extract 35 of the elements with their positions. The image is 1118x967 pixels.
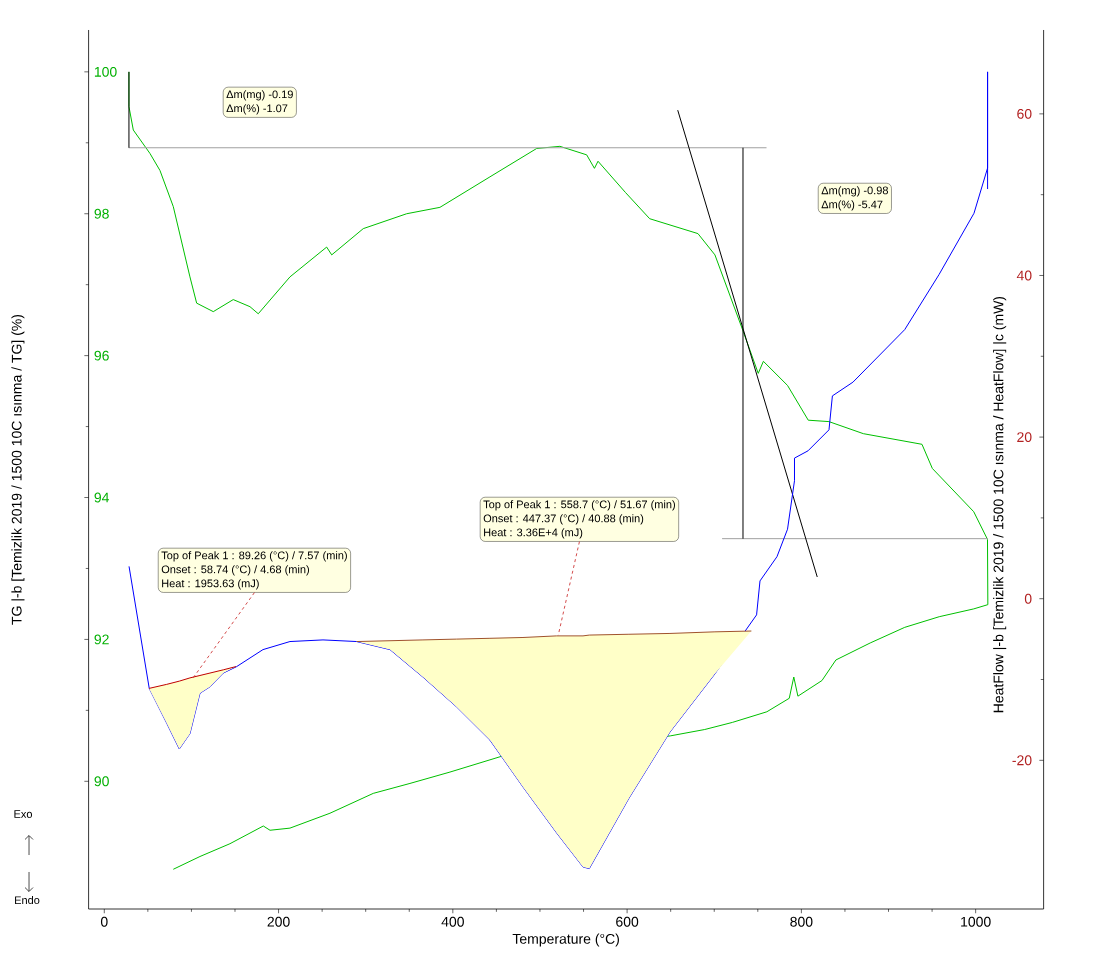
y-axis-title: TG |-b [Temizlik 2019 / 1500 10C ısınma / TG] (%): [11, 314, 25, 625]
y2-tick-label: -20: [1012, 755, 1032, 766]
x-axis-title: Temperature (°C): [512, 933, 619, 947]
y-tick-label: 92: [94, 634, 109, 645]
y2-tick-label: 0: [1024, 593, 1032, 604]
y-tick-label: 90: [94, 776, 109, 787]
y2-tick-label: 60: [1017, 108, 1032, 119]
annotation: Top of Peak 1 : 89.26 (°C) / 7.57 (min): [161, 551, 347, 562]
annotation: Onset : 447.37 (°C) / 40.88 (min): [483, 514, 644, 525]
x-tick-label: 1000: [961, 916, 991, 927]
text: Endo: [15, 896, 40, 905]
y2-tick-label: 40: [1016, 270, 1032, 281]
y2-tick-label: 20: [1017, 432, 1032, 443]
annotation: Δm(%) -5.47: [821, 200, 883, 211]
annotation: Heat : 1953.63 (mJ): [162, 579, 259, 590]
annotation: Top of Peak 1 : 558.7 (°C) / 51.67 (min): [483, 500, 675, 511]
x-tick-label: 800: [790, 916, 813, 927]
line-series: [148, 666, 237, 689]
annotation: Onset : 58.74 (°C) / 4.68 (min): [161, 565, 309, 576]
annotation: Δm(mg) -0.19: [226, 90, 293, 101]
x-tick-label: 400: [441, 916, 464, 927]
annotation: Δm(%) -1.07: [226, 104, 288, 115]
annotation: Heat : 3.36E+4 (mJ): [484, 528, 583, 539]
y-tick-label: 100: [94, 66, 117, 77]
line-series: [128, 71, 989, 870]
text: Exo: [14, 810, 33, 818]
annotation: Δm(mg) -0.98: [821, 186, 888, 197]
x-tick-label: 0: [100, 916, 108, 927]
x-tick-label: 600: [616, 916, 639, 927]
line-series: [356, 630, 752, 643]
x-tick-label: 200: [267, 916, 290, 927]
y2-axis-title: HeatFlow |-b [Temizlik 2019 / 1500 10C ısınma / HeatFlow] |c (mW): [993, 296, 1007, 713]
y-tick-label: 98: [94, 208, 109, 219]
y-tick-label: 96: [94, 350, 109, 361]
y-tick-label: 94: [94, 492, 110, 503]
